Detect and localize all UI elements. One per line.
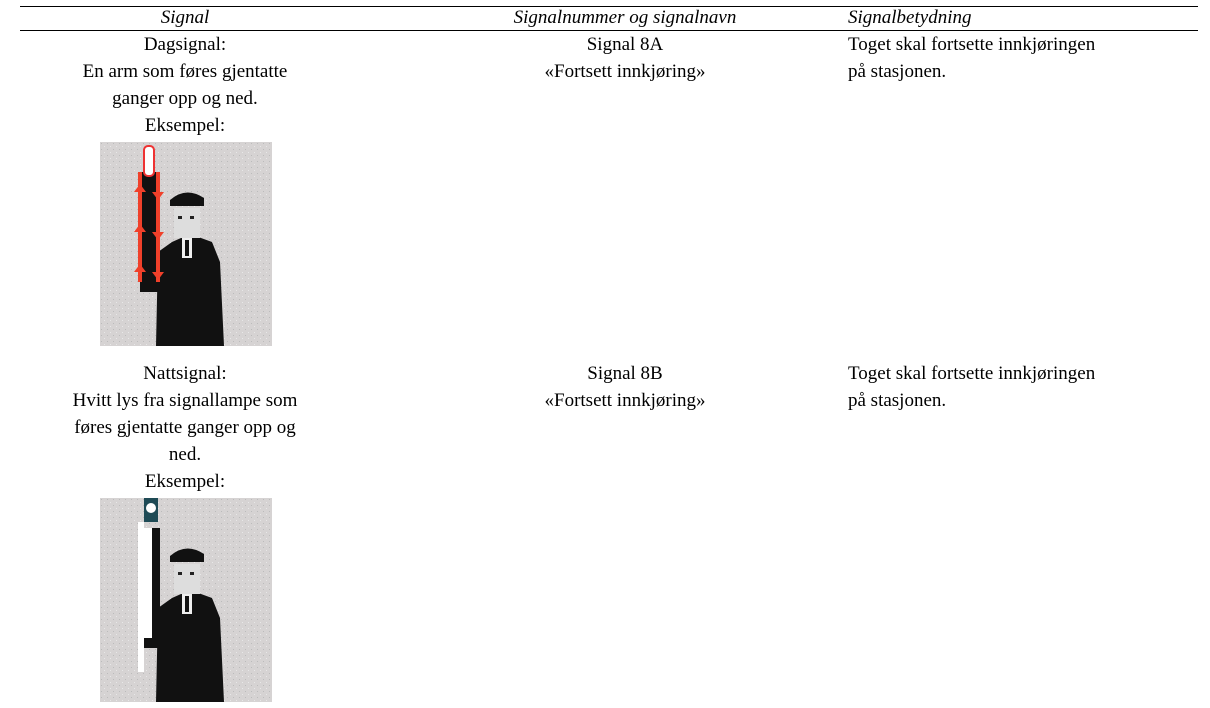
signal-illustration <box>100 498 272 708</box>
top-rule <box>20 6 1198 7</box>
header-cell: Signalnummer og signalnavn <box>513 7 737 28</box>
signal-text: Dagsignal: <box>143 34 227 55</box>
header-cell: Signal <box>160 7 210 28</box>
signal-meaning: Toget skal fortsette innkjøringen <box>848 34 1096 55</box>
signal-text: Hvitt lys fra signallampe som <box>72 390 298 411</box>
header-rule <box>20 30 1198 31</box>
signal-text: Nattsignal: <box>143 363 227 384</box>
signal-text: Eksempel: <box>144 115 226 136</box>
signal-text: Eksempel: <box>144 471 226 492</box>
signal-text: ned. <box>168 444 202 465</box>
signal-number: Signal 8A <box>586 34 664 55</box>
header-cell: Signalbetydning <box>848 7 972 28</box>
signal-meaning: på stasjonen. <box>848 390 947 411</box>
signal-name: «Fortsett innkjøring» <box>544 390 706 411</box>
signal-meaning: Toget skal fortsette innkjøringen <box>848 363 1096 384</box>
signal-number: Signal 8B <box>587 363 663 384</box>
signal-text: føres gjentatte ganger opp og <box>74 417 296 438</box>
signal-name: «Fortsett innkjøring» <box>544 61 706 82</box>
signal-text: En arm som føres gjentatte <box>82 61 288 82</box>
signal-meaning: på stasjonen. <box>848 61 947 82</box>
signal-illustration <box>100 142 272 352</box>
signal-text: ganger opp og ned. <box>112 88 258 109</box>
page: Signal Signalnummer og signalnavn Signal… <box>20 6 1198 702</box>
